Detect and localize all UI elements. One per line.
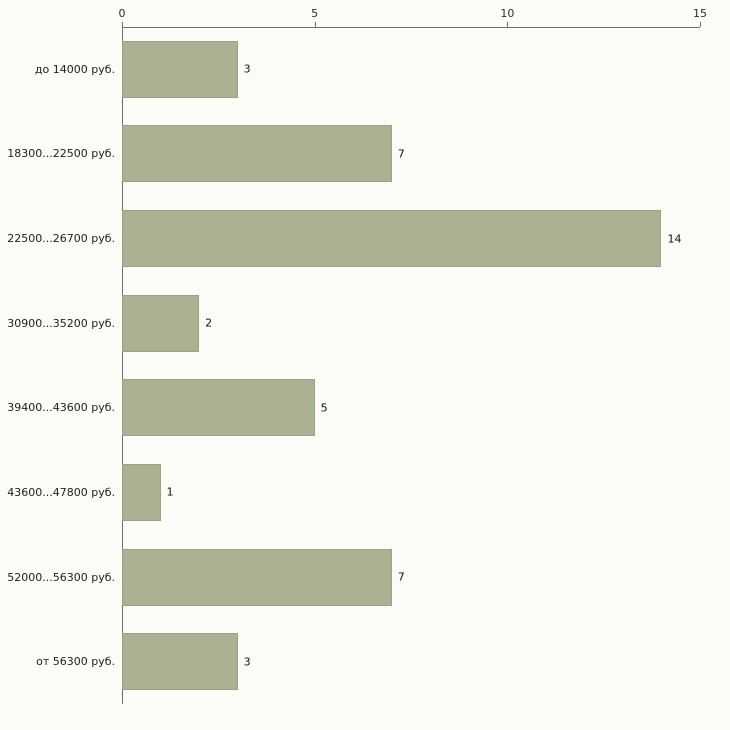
bar-track: 1 xyxy=(122,450,700,535)
x-tick-mark xyxy=(314,22,316,27)
chart-row: 22500...26700 руб. 14 xyxy=(0,196,700,281)
bar: 5 xyxy=(122,379,328,437)
x-tick-mark xyxy=(507,22,509,27)
category-label: 39400...43600 руб. xyxy=(7,401,115,415)
x-tick-label: 15 xyxy=(693,7,707,20)
chart-row: до 14000 руб. 3 xyxy=(0,27,700,112)
bar: 2 xyxy=(122,294,212,352)
x-tick-label: 10 xyxy=(500,7,515,20)
x-tick-mark xyxy=(122,22,123,27)
bar: 7 xyxy=(122,125,405,183)
y-axis-line xyxy=(122,27,123,704)
value-label: 7 xyxy=(397,570,405,584)
value-label: 2 xyxy=(205,316,213,330)
chart-rows: до 14000 руб. 3 18300...22500 руб. 7 22500..… xyxy=(0,27,700,704)
bar-track: 7 xyxy=(122,535,700,620)
value-label: 3 xyxy=(243,62,251,76)
bar: 14 xyxy=(122,210,681,268)
category-label: от 56300 руб. xyxy=(36,655,115,669)
x-tick-label: 5 xyxy=(311,7,319,20)
category-label: 52000...56300 руб. xyxy=(7,570,115,584)
value-label: 7 xyxy=(397,147,405,161)
bar: 7 xyxy=(122,548,405,606)
bar-track: 14 xyxy=(122,196,700,281)
x-axis-ticks: 0 5 10 15 xyxy=(118,0,707,27)
chart-row: 39400...43600 руб. 5 xyxy=(0,366,700,451)
bar-track: 3 xyxy=(122,27,700,112)
bar-track: 3 xyxy=(122,619,700,704)
x-tick-label: 0 xyxy=(118,7,126,20)
bar-track: 7 xyxy=(122,112,700,197)
chart-row: 18300...22500 руб. 7 xyxy=(0,112,700,197)
bar: 3 xyxy=(122,633,251,691)
chart-row: 52000...56300 руб. 7 xyxy=(0,535,700,620)
category-label: 18300...22500 руб. xyxy=(7,147,115,161)
x-tick-mark xyxy=(700,22,701,27)
category-label: 30900...35200 руб. xyxy=(7,316,115,330)
bar: 3 xyxy=(122,40,251,98)
category-label: до 14000 руб. xyxy=(34,62,115,76)
value-label: 14 xyxy=(667,232,682,246)
category-label: 43600...47800 руб. xyxy=(7,485,115,499)
value-label: 1 xyxy=(166,485,174,499)
bar-track: 2 xyxy=(122,281,700,366)
bar: 1 xyxy=(122,463,174,521)
x-axis-line xyxy=(122,27,700,28)
chart-row: 43600...47800 руб. 1 xyxy=(0,450,700,535)
bar-track: 5 xyxy=(122,366,700,451)
chart-row: 30900...35200 руб. 2 xyxy=(0,281,700,366)
value-label: 5 xyxy=(320,401,328,415)
value-label: 3 xyxy=(243,655,251,669)
chart-row: от 56300 руб. 3 xyxy=(0,619,700,704)
category-label: 22500...26700 руб. xyxy=(7,232,115,246)
